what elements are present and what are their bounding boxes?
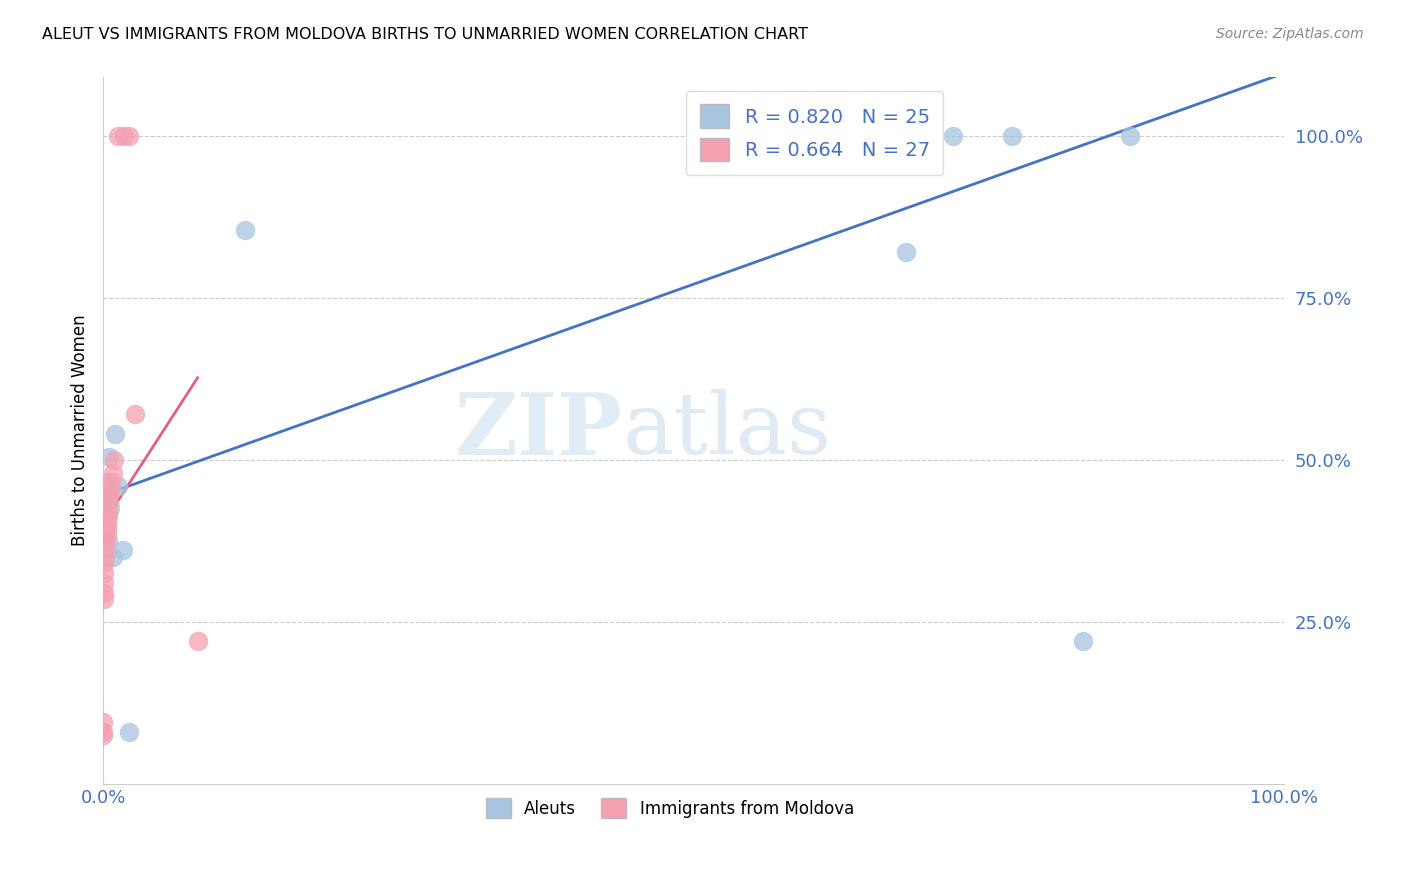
- Point: [103, 452, 125, 467]
- Point: [1001, 128, 1024, 143]
- Point: [104, 426, 127, 441]
- Point: [741, 128, 763, 143]
- Point: [91, 715, 114, 730]
- Point: [94, 549, 117, 564]
- Y-axis label: Births to Unmarried Women: Births to Unmarried Women: [72, 315, 89, 547]
- Point: [100, 475, 122, 490]
- Point: [93, 557, 115, 571]
- Point: [93, 495, 115, 509]
- Point: [824, 128, 846, 143]
- Point: [942, 128, 965, 143]
- Point: [93, 575, 115, 590]
- Point: [97, 505, 120, 519]
- Point: [96, 521, 118, 535]
- Point: [94, 491, 117, 506]
- Text: atlas: atlas: [623, 389, 832, 472]
- Point: [96, 475, 118, 490]
- Point: [233, 223, 256, 237]
- Point: [91, 725, 114, 739]
- Point: [107, 128, 129, 143]
- Point: [98, 482, 121, 496]
- Point: [96, 517, 118, 532]
- Point: [187, 634, 209, 648]
- Point: [93, 585, 115, 599]
- Text: ZIP: ZIP: [456, 389, 623, 473]
- Point: [98, 488, 121, 502]
- Point: [101, 466, 124, 480]
- Point: [98, 495, 121, 509]
- Text: ALEUT VS IMMIGRANTS FROM MOLDOVA BIRTHS TO UNMARRIED WOMEN CORRELATION CHART: ALEUT VS IMMIGRANTS FROM MOLDOVA BIRTHS …: [42, 27, 808, 42]
- Point: [872, 128, 894, 143]
- Point: [97, 533, 120, 548]
- Point: [894, 245, 917, 260]
- Point: [124, 408, 146, 422]
- Point: [94, 540, 117, 554]
- Point: [118, 128, 141, 143]
- Point: [118, 725, 141, 739]
- Legend: Aleuts, Immigrants from Moldova: Aleuts, Immigrants from Moldova: [479, 791, 860, 825]
- Point: [93, 501, 115, 516]
- Point: [112, 543, 135, 558]
- Point: [93, 592, 115, 607]
- Point: [94, 533, 117, 548]
- Point: [112, 128, 135, 143]
- Point: [1119, 128, 1142, 143]
- Point: [1071, 634, 1094, 648]
- Point: [107, 478, 129, 492]
- Point: [800, 128, 823, 143]
- Point: [97, 511, 120, 525]
- Point: [96, 527, 118, 541]
- Point: [100, 482, 122, 496]
- Point: [91, 728, 114, 742]
- Point: [853, 128, 876, 143]
- Text: Source: ZipAtlas.com: Source: ZipAtlas.com: [1216, 27, 1364, 41]
- Point: [101, 549, 124, 564]
- Point: [98, 501, 121, 516]
- Point: [93, 566, 115, 581]
- Point: [98, 450, 121, 464]
- Point: [842, 128, 865, 143]
